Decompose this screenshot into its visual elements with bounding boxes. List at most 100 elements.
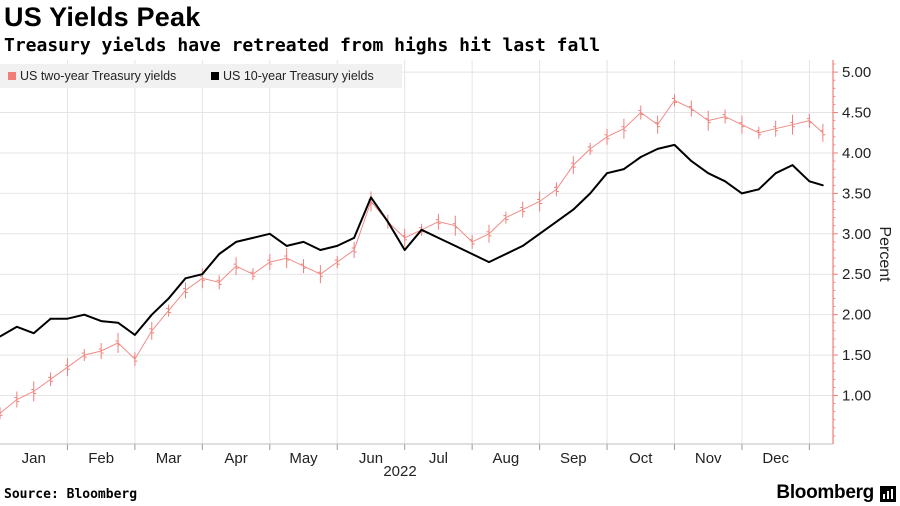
x-tick-label: May: [289, 450, 318, 467]
ohlc-bar: [0, 407, 3, 420]
y-tick-label: 1.50: [842, 347, 871, 364]
ohlc-bar: [149, 321, 155, 340]
x-tick-label: Oct: [629, 450, 653, 467]
ohlc-bar: [739, 115, 745, 134]
ohlc-bar: [166, 304, 172, 317]
data-point: [690, 160, 693, 162]
ohlc-bar: [182, 282, 188, 299]
data-point: [437, 236, 440, 239]
data-point: [488, 261, 490, 264]
ohlc-bar: [773, 120, 779, 137]
data-point: [32, 332, 35, 335]
data-point: [268, 232, 271, 235]
ohlc-bar: [48, 372, 54, 387]
y-axis-title: Percent: [876, 226, 893, 282]
data-point: [821, 184, 824, 187]
ohlc-bar: [486, 224, 492, 243]
ohlc-bar: [14, 391, 20, 408]
data-point: [285, 245, 288, 247]
data-point: [724, 180, 726, 183]
ohlc-bar: [520, 201, 526, 218]
axis-layer: 1.00 1.50 2.00 2.50 3.00 3.50 4.00 4.50 5.00 Jan F…: [0, 60, 871, 467]
data-point: [353, 236, 356, 239]
ohlc-bar: [587, 142, 593, 155]
y-tick-label: 5.00: [842, 64, 871, 81]
data-point: [66, 317, 69, 320]
ohlc-bar: [820, 123, 826, 142]
x-tick-label: Jun: [359, 450, 383, 467]
ohlc-bar: [115, 332, 121, 353]
data-point: [218, 253, 221, 255]
ohlc-bar: [469, 234, 475, 249]
data-point: [757, 188, 760, 191]
ohlc-bar: [31, 381, 37, 402]
ohlc-bar: [638, 105, 644, 120]
chart-subtitle: Treasury yields have retreated from high…: [4, 35, 601, 56]
data-point: [167, 297, 170, 300]
ohlc-bar: [64, 358, 70, 377]
ohlc-bar: [402, 228, 408, 247]
data-point: [302, 240, 305, 243]
data-point: [808, 180, 811, 183]
series-layer: [0, 94, 826, 420]
data-point: [555, 220, 558, 223]
ohlc-bar: [688, 100, 694, 117]
ohlc-bar: [671, 94, 677, 107]
legend-swatch-two-year: [8, 72, 16, 80]
ohlc-bar: [98, 343, 104, 360]
y-tick-label: 4.50: [842, 105, 871, 122]
ohlc-bar: [250, 268, 256, 281]
data-point: [656, 148, 659, 150]
ohlc-bar: [334, 256, 340, 269]
ohlc-bar: [199, 268, 205, 289]
data-point: [83, 313, 86, 316]
ohlc-bar: [503, 211, 509, 224]
data-point: [673, 143, 676, 146]
y-tick-label: 2.50: [842, 266, 871, 283]
data-point: [639, 156, 642, 158]
data-point: [100, 320, 103, 323]
ohlc-bar: [570, 156, 576, 175]
x-tick-label: Apr: [224, 450, 247, 467]
legend-label-ten-year: US 10-year Treasury yields: [223, 69, 374, 83]
data-point: [606, 172, 608, 175]
ohlc-bar: [267, 254, 273, 271]
y-tick-label: 2.00: [842, 307, 871, 324]
data-point: [521, 245, 524, 247]
ohlc-bar: [705, 110, 711, 131]
data-point: [370, 196, 372, 199]
data-point: [133, 333, 136, 336]
ohlc-bar: [553, 182, 559, 197]
y-tick-label: 3.00: [842, 226, 871, 243]
legend-swatch-ten-year: [211, 72, 219, 80]
data-point: [117, 321, 119, 324]
ohlc-bar: [756, 126, 762, 139]
data-point: [589, 192, 592, 195]
brand-logo-text: Bloomberg: [776, 482, 874, 503]
data-point: [403, 249, 406, 251]
ohlc-bar: [537, 191, 543, 212]
bloomberg-terminal-icon: [880, 486, 896, 502]
ohlc-bar: [621, 118, 627, 139]
data-point: [707, 172, 710, 175]
data-point: [454, 245, 457, 247]
data-point: [336, 245, 339, 247]
ohlc-bar: [81, 349, 87, 362]
ohlc-bar: [722, 109, 728, 124]
data-point: [420, 228, 423, 231]
data-point: [252, 236, 254, 239]
legend-label-two-year: US two-year Treasury yields: [20, 69, 176, 83]
data-point: [572, 208, 575, 211]
y-tick-label: 3.50: [842, 185, 871, 202]
ohlc-bar: [604, 128, 610, 145]
data-point: [201, 273, 204, 276]
data-point: [741, 192, 743, 195]
x-tick-label: Sep: [560, 450, 587, 467]
ohlc-bar: [452, 215, 458, 236]
ohlc-bar: [655, 115, 661, 134]
x-tick-label: Mar: [156, 450, 182, 467]
legend-background: [0, 64, 402, 88]
chart-title: US Yields Peak: [4, 2, 201, 32]
data-point: [0, 335, 1, 338]
x-tick-label: Aug: [493, 450, 520, 467]
